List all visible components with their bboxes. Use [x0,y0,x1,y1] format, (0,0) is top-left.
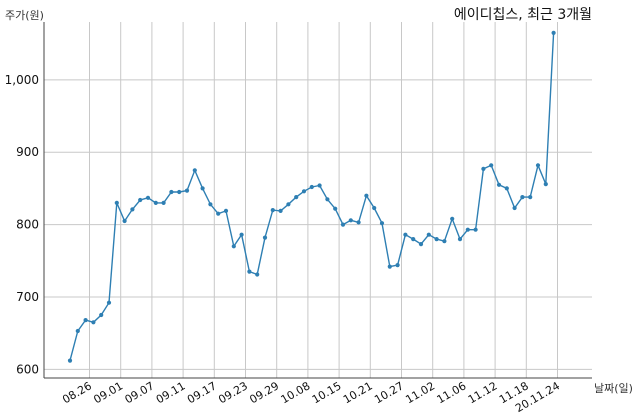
data-point [364,193,369,198]
data-point [208,202,213,207]
data-point [528,195,533,200]
x-axis-label: 날짜(일) [594,381,633,395]
data-point [122,218,127,224]
x-tick-label: 10.21 [341,379,375,406]
axes [43,22,592,379]
data-point [216,211,221,216]
data-point [286,202,291,207]
data-point [325,197,330,202]
data-point [333,206,338,211]
data-point [520,195,525,200]
data-point [278,208,283,213]
data-point [457,237,463,242]
data-point [403,232,408,237]
x-tick-labels: 08.2609.0109.0709.1109.1709.2309.2910.08… [60,379,562,415]
data-point [411,237,416,242]
data-point [153,200,158,205]
data-point [481,166,486,171]
data-point [223,208,229,213]
y-tick-labels: 600 700 800 900 1,000 [5,73,39,376]
x-tick-label: 10.27 [372,379,406,406]
data-point [418,242,424,247]
data-point [114,200,119,205]
y-axis-label: 주가(원) [5,9,44,22]
data-point [67,358,73,363]
data-point [317,183,322,188]
y-tick-label: 600 [16,362,39,376]
y-tick-label: 900 [16,145,39,159]
data-point [356,220,361,225]
data-point [535,163,541,168]
chart-title: 에이디칩스, 최근 3개월 [454,7,592,23]
data-point [489,163,494,168]
x-tick-label: 09.11 [154,379,188,406]
x-tick-label: 09.23 [216,379,250,406]
x-tick-label: 09.01 [91,379,125,406]
data-point [262,235,268,240]
x-tick-label: 11.02 [403,379,437,406]
data-point [161,200,166,205]
data-point [504,186,509,191]
x-tick-label: 10.08 [279,379,313,406]
grid-lines [44,22,592,378]
data-point [543,182,548,187]
data-point [434,237,439,242]
data-point [301,189,307,194]
data-point [512,205,517,211]
data-point [177,189,182,195]
data-point [247,269,252,274]
data-point [496,182,502,187]
data-point [231,244,236,249]
data-point [465,227,470,232]
x-tick-label: 10.15 [310,379,344,406]
data-point [138,197,143,203]
data-point [372,205,377,211]
data-point [340,222,346,227]
price-line [69,32,555,361]
x-tick-label: 09.17 [185,379,219,406]
y-tick-label: 1,000 [5,73,39,87]
data-point [450,216,455,221]
x-tick-label: 11.12 [466,379,500,406]
data-point [91,320,96,325]
x-tick-label: 08.26 [60,379,94,406]
data-point [442,239,447,244]
data-point [270,208,275,213]
y-tick-label: 800 [16,218,39,232]
data-point [99,312,104,318]
data-point [379,221,385,226]
data-point [130,207,135,212]
data-point [169,189,174,195]
data-point [192,168,197,173]
data-point [551,30,556,35]
series-layer [67,30,556,363]
data-point [255,272,260,277]
data-point [309,184,314,190]
data-point [348,218,353,223]
data-point [200,186,205,191]
data-point [75,328,80,334]
data-point [294,195,299,200]
x-tick-label: 09.07 [123,379,157,406]
data-point [387,264,392,269]
data-point [184,188,190,193]
data-point [473,227,478,232]
x-tick-label: 09.29 [247,379,281,406]
data-point [145,195,151,200]
data-point [395,263,400,268]
data-point [239,232,244,237]
data-point [83,318,88,323]
data-point [426,232,431,237]
x-tick-label: 11.06 [435,379,469,406]
y-tick-label: 700 [16,290,39,304]
data-point [106,300,112,305]
